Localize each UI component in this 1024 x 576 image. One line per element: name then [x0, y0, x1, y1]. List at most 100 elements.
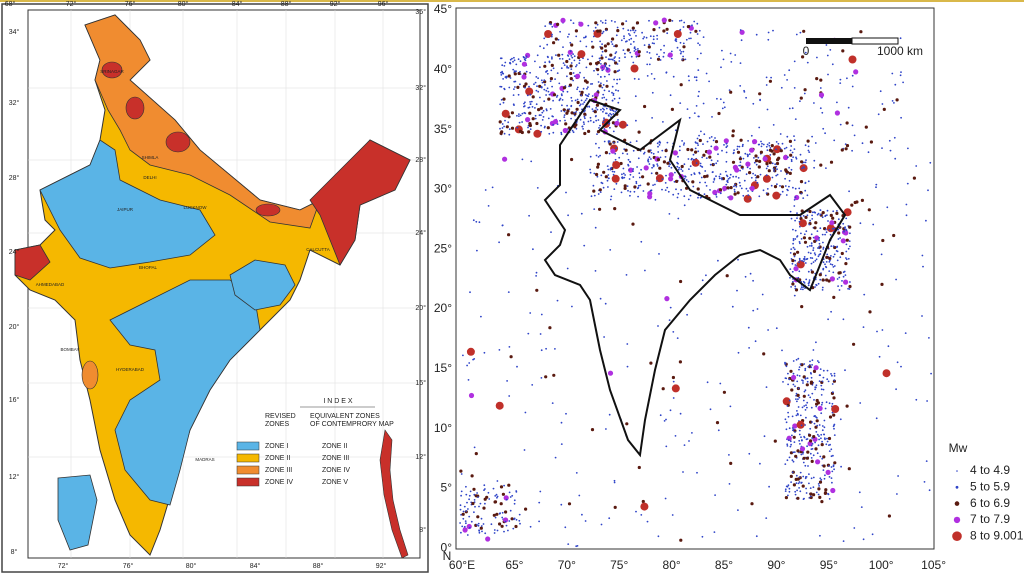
quake: [702, 153, 706, 157]
top-rule: [0, 0, 1024, 2]
quake: [595, 103, 600, 107]
quake: [811, 392, 814, 395]
quake: [733, 192, 737, 196]
label: 12°: [415, 453, 426, 461]
quake: [630, 43, 632, 45]
quake: [829, 213, 833, 217]
quake: [786, 435, 792, 441]
quake: [692, 158, 695, 161]
quake: [793, 60, 796, 63]
quake: [821, 286, 824, 289]
zone-iv: [14, 244, 51, 281]
quake: [809, 380, 814, 384]
quake: [925, 219, 927, 222]
quake: [513, 59, 516, 62]
quake: [478, 505, 480, 508]
quake: [601, 43, 603, 45]
quake: [501, 492, 505, 496]
quake: [844, 262, 848, 266]
quake: [744, 275, 747, 278]
quake: [698, 134, 700, 137]
quake: [651, 42, 654, 44]
quake: [529, 93, 532, 96]
quake: [584, 520, 587, 522]
quake: [609, 198, 612, 201]
quake: [820, 412, 823, 415]
quake: [832, 245, 835, 248]
quake: [695, 79, 698, 82]
quake: [672, 150, 679, 156]
quake: [793, 139, 796, 142]
quake: [658, 253, 660, 255]
quake: [829, 220, 835, 226]
quake: [797, 406, 800, 408]
label: ZONES: [265, 421, 289, 428]
quake: [635, 119, 637, 122]
quake: [739, 161, 742, 164]
quake: [560, 67, 563, 70]
quake: [533, 83, 535, 86]
quake: [647, 45, 651, 49]
quake: [790, 388, 794, 392]
quake: [705, 72, 708, 75]
quake: [581, 125, 584, 128]
quake: [544, 375, 548, 379]
quake: [822, 241, 824, 244]
quake: [745, 161, 751, 167]
quake: [713, 531, 716, 533]
quake: [754, 340, 757, 343]
quake: [560, 93, 563, 96]
quake: [651, 117, 653, 119]
quake: [519, 60, 522, 63]
quake: [801, 55, 805, 59]
quake: [665, 174, 667, 177]
quake: [614, 52, 617, 55]
quake: [859, 402, 862, 404]
quake: [811, 214, 813, 217]
quake: [477, 522, 480, 525]
quake: [677, 155, 679, 158]
quake: [813, 399, 815, 401]
quake: [698, 29, 701, 32]
quake: [503, 65, 506, 67]
quake: [822, 464, 826, 468]
quake: [643, 44, 646, 46]
quake: [621, 176, 623, 179]
quake: [814, 386, 817, 389]
quake: [536, 187, 539, 189]
quake: [483, 351, 486, 354]
quake: [504, 119, 506, 122]
quake: [819, 455, 822, 458]
quake: [726, 175, 729, 178]
quake: [549, 77, 554, 81]
quake: [827, 279, 831, 283]
label: 0: [803, 44, 810, 58]
quake: [786, 443, 789, 446]
quake: [674, 171, 676, 174]
quake: [891, 72, 894, 75]
quake: [765, 76, 768, 79]
quake: [806, 406, 808, 409]
quake: [758, 195, 761, 198]
quake: [509, 77, 512, 79]
quake: [808, 209, 812, 214]
quake: [529, 71, 531, 74]
quake: [487, 205, 490, 207]
quake: [829, 263, 832, 265]
label: 72°: [58, 562, 69, 570]
quake: [583, 123, 585, 125]
quake: [796, 217, 798, 220]
quake: [725, 160, 728, 163]
quake: [849, 245, 851, 248]
quake: [657, 325, 659, 327]
quake: [637, 78, 640, 80]
quake: [656, 158, 661, 162]
quake: [842, 275, 845, 278]
quake: [808, 433, 812, 437]
quake: [509, 355, 513, 359]
quake: [712, 139, 715, 142]
quake: [538, 520, 540, 523]
quake: [772, 152, 776, 156]
quake: [466, 501, 468, 504]
